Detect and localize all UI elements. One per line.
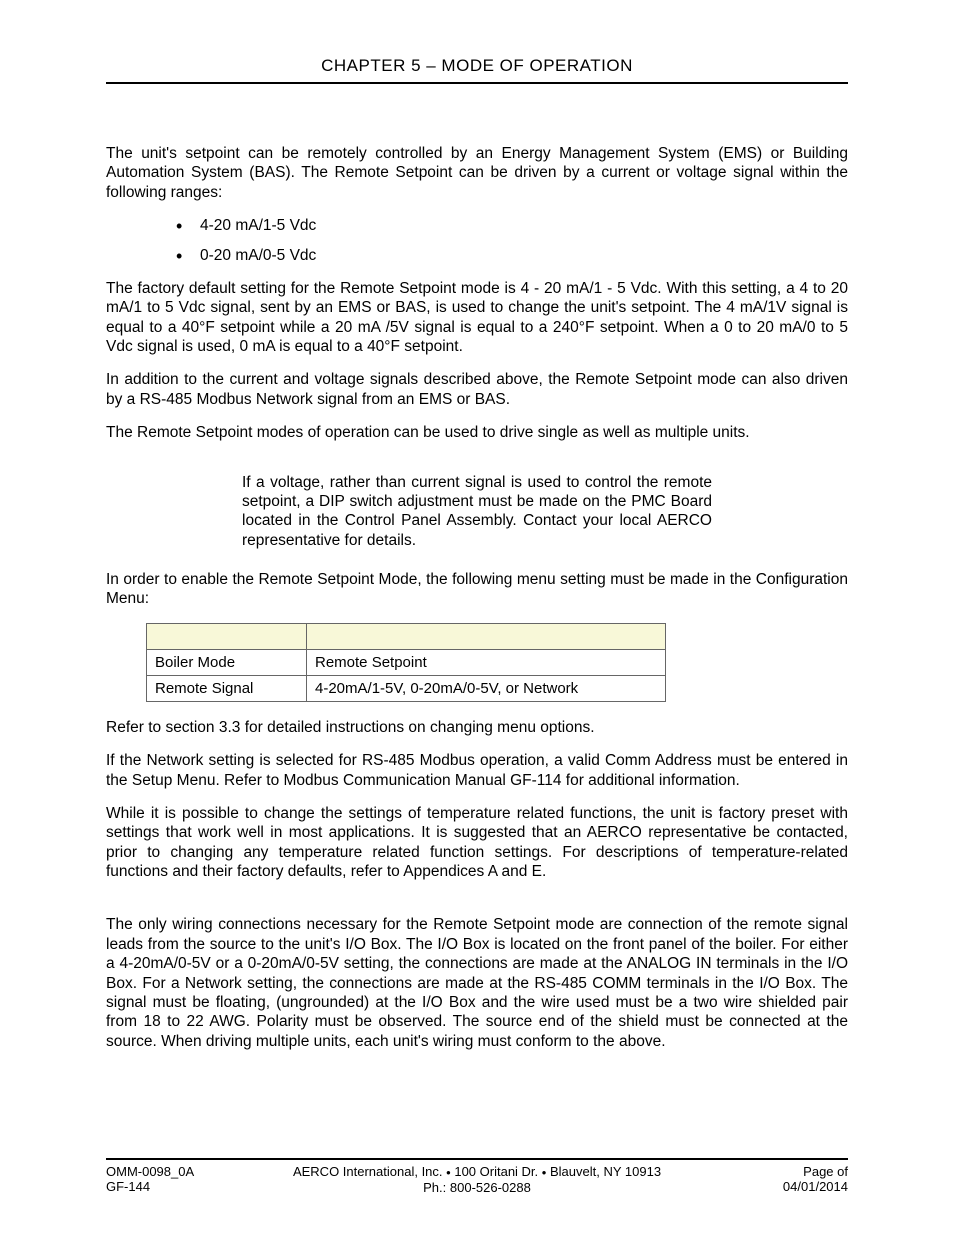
- footer-city: Blauvelt, NY 10913: [550, 1164, 661, 1179]
- table-header-cell: [147, 623, 307, 649]
- table-cell: 4-20mA/1-5V, 0-20mA/0-5V, or Network: [307, 675, 666, 701]
- table-row: Boiler Mode Remote Setpoint: [147, 649, 666, 675]
- config-table-wrap: Boiler Mode Remote Setpoint Remote Signa…: [146, 623, 848, 702]
- paragraph: In order to enable the Remote Setpoint M…: [106, 570, 848, 609]
- paragraph: The unit's setpoint can be remotely cont…: [106, 144, 848, 202]
- footer-phone: Ph.: 800-526-0288: [266, 1180, 688, 1195]
- paragraph: While it is possible to change the setti…: [106, 804, 848, 882]
- footer-left: OMM-0098_0A GF-144: [106, 1164, 266, 1194]
- footer-date: 04/01/2014: [688, 1179, 848, 1194]
- bullet-icon: •: [446, 1165, 451, 1180]
- note-block: If a voltage, rather than current signal…: [242, 473, 712, 551]
- chapter-header: CHAPTER 5 – MODE OF OPERATION: [106, 56, 848, 84]
- paragraph: Refer to section 3.3 for detailed instru…: [106, 718, 848, 737]
- page-content: The unit's setpoint can be remotely cont…: [106, 84, 848, 1158]
- footer-page: Page of: [688, 1164, 848, 1179]
- footer-company-line: AERCO International, Inc. • 100 Oritani …: [266, 1164, 688, 1180]
- footer-right: Page of 04/01/2014: [688, 1164, 848, 1194]
- paragraph: If the Network setting is selected for R…: [106, 751, 848, 790]
- config-table: Boiler Mode Remote Setpoint Remote Signa…: [146, 623, 666, 702]
- table-header-cell: [307, 623, 666, 649]
- chapter-title: CHAPTER 5 – MODE OF OPERATION: [321, 56, 633, 75]
- table-cell: Remote Setpoint: [307, 649, 666, 675]
- list-item: 4-20 mA/1-5 Vdc: [176, 216, 848, 235]
- range-list: 4-20 mA/1-5 Vdc 0-20 mA/0-5 Vdc: [176, 216, 848, 265]
- table-cell: Remote Signal: [147, 675, 307, 701]
- paragraph: The Remote Setpoint modes of operation c…: [106, 423, 848, 442]
- footer-addr: 100 Oritani Dr.: [454, 1164, 538, 1179]
- paragraph: In addition to the current and voltage s…: [106, 370, 848, 409]
- doc-number: OMM-0098_0A: [106, 1164, 266, 1179]
- list-item: 0-20 mA/0-5 Vdc: [176, 246, 848, 265]
- footer-company: AERCO International, Inc.: [293, 1164, 443, 1179]
- table-header-row: [147, 623, 666, 649]
- bullet-icon: •: [542, 1165, 547, 1180]
- table-cell: Boiler Mode: [147, 649, 307, 675]
- page-footer: OMM-0098_0A GF-144 AERCO International, …: [106, 1158, 848, 1195]
- doc-gf: GF-144: [106, 1179, 266, 1194]
- footer-center: AERCO International, Inc. • 100 Oritani …: [266, 1164, 688, 1195]
- paragraph: The factory default setting for the Remo…: [106, 279, 848, 357]
- paragraph: The only wiring connections necessary fo…: [106, 915, 848, 1051]
- document-page: CHAPTER 5 – MODE OF OPERATION The unit's…: [0, 0, 954, 1235]
- table-row: Remote Signal 4-20mA/1-5V, 0-20mA/0-5V, …: [147, 675, 666, 701]
